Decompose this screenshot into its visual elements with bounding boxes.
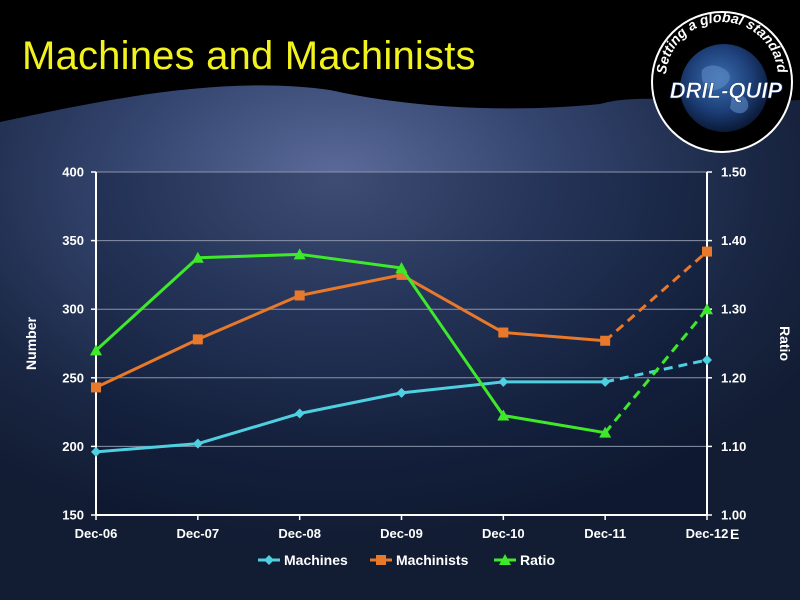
machinists-series-line: [95, 273, 606, 389]
machines-point: [600, 376, 611, 387]
y-left-tick-label: 200: [62, 439, 84, 454]
machinists-point: [396, 269, 407, 280]
x-tick-label: Dec-07: [177, 526, 220, 541]
machines-point: [702, 354, 712, 365]
x-tick-label: Dec-11: [584, 526, 626, 541]
legend-machinists-label: Machinists: [396, 552, 469, 568]
y-left-tick-label: 150: [62, 508, 84, 523]
machinists-point: [192, 334, 203, 345]
header-band: [0, 0, 800, 122]
y-right-tick-label: 1.30: [721, 302, 746, 317]
machines-point: [498, 376, 509, 387]
y-left-tick-label: 350: [62, 233, 84, 248]
machinists-point: [702, 246, 712, 257]
y-left-axis-title: Number: [23, 317, 39, 370]
ratio-point: [701, 303, 713, 315]
machines-point: [396, 387, 407, 398]
machines-point: [192, 438, 203, 449]
legend-ratio-marker: [499, 554, 511, 565]
y-right-tick-label: 1.00: [721, 508, 746, 523]
machines-series-line: [95, 380, 606, 454]
x-tick-label: Dec-06: [75, 526, 118, 541]
machines-point: [294, 408, 305, 419]
ratio-point: [293, 248, 306, 260]
x-tick-suffix-label: E: [730, 526, 739, 542]
machinists-point: [294, 290, 305, 301]
logo-wordmark: DRIL-QUIP: [670, 78, 783, 103]
machines-point: [91, 446, 101, 457]
machinists-point: [498, 327, 509, 338]
legend-machines-label: Machines: [284, 552, 348, 568]
x-tick-label: Dec-08: [278, 526, 321, 541]
legend-machines-marker: [264, 555, 274, 565]
x-tick-label: Dec-09: [380, 526, 423, 541]
y-right-tick-label: 1.20: [721, 370, 746, 385]
machinists-point: [91, 382, 101, 393]
y-left-tick-label: 400: [62, 165, 84, 180]
y-right-tick-label: 1.50: [721, 165, 746, 180]
legend-ratio-label: Ratio: [520, 552, 555, 568]
machinists-point: [600, 335, 611, 346]
machinists-series-line-estimate: [604, 250, 708, 342]
dril-quip-logo: Setting a global standard DRIL-QUIP: [651, 9, 793, 153]
y-left-tick-label: 300: [62, 302, 84, 317]
y-right-tick-label: 1.10: [721, 439, 746, 454]
y-right-axis-title: Ratio: [777, 326, 793, 361]
ratio-point: [599, 426, 612, 438]
ratio-point: [497, 409, 510, 421]
legend-machinists-marker: [376, 555, 386, 565]
ratio-point: [90, 344, 102, 356]
y-left-tick-label: 250: [62, 370, 84, 385]
y-right-tick-label: 1.40: [721, 233, 746, 248]
ratio-point: [395, 262, 408, 274]
ratio-point: [191, 251, 204, 263]
ratio-series-line-estimate: [604, 308, 709, 434]
x-tick-label: Dec-10: [482, 526, 525, 541]
slide-title: Machines and Machinists: [22, 34, 476, 78]
x-tick-label: Dec-12: [686, 526, 729, 541]
ratio-series-line: [94, 252, 606, 435]
